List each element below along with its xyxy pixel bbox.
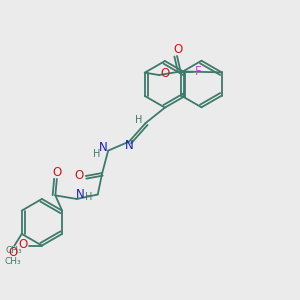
Text: CH₃: CH₃: [5, 246, 22, 255]
Text: O: O: [173, 43, 182, 56]
Text: N: N: [76, 188, 84, 201]
Text: O: O: [53, 166, 62, 179]
Text: N: N: [99, 141, 108, 154]
Text: H: H: [135, 115, 142, 124]
Text: O: O: [19, 238, 28, 251]
Text: CH₃: CH₃: [4, 257, 21, 266]
Text: F: F: [195, 65, 202, 78]
Text: O: O: [75, 169, 84, 182]
Text: H: H: [85, 193, 92, 202]
Text: N: N: [125, 139, 134, 152]
Text: H: H: [93, 148, 100, 159]
Text: O: O: [8, 246, 17, 259]
Text: O: O: [160, 67, 170, 80]
